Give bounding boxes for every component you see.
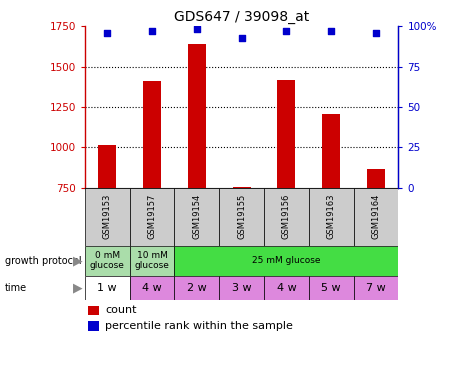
Bar <box>322 114 340 308</box>
Text: 2 w: 2 w <box>187 283 207 293</box>
Text: count: count <box>105 306 137 315</box>
Text: percentile rank within the sample: percentile rank within the sample <box>105 321 293 331</box>
Bar <box>264 276 309 300</box>
Bar <box>188 44 206 308</box>
Bar <box>85 276 130 300</box>
Text: GSM19163: GSM19163 <box>327 194 336 239</box>
Text: 3 w: 3 w <box>232 283 251 293</box>
Text: GSM19154: GSM19154 <box>192 194 201 239</box>
Bar <box>130 246 174 276</box>
Bar <box>85 246 130 276</box>
Bar <box>88 321 99 331</box>
Text: GSM19164: GSM19164 <box>371 194 381 239</box>
Text: 10 mM
glucose: 10 mM glucose <box>135 251 169 270</box>
Point <box>372 30 380 36</box>
Point <box>283 28 290 34</box>
Text: 7 w: 7 w <box>366 283 386 293</box>
Bar <box>143 81 161 308</box>
Text: 4 w: 4 w <box>142 283 162 293</box>
Text: ▶: ▶ <box>73 281 83 294</box>
Bar <box>309 276 354 300</box>
Bar <box>278 80 295 308</box>
Bar <box>174 276 219 300</box>
Text: time: time <box>5 283 27 293</box>
Bar <box>98 145 116 308</box>
Bar <box>130 276 174 300</box>
Point <box>238 34 245 40</box>
Bar <box>219 188 264 246</box>
Text: GSM19156: GSM19156 <box>282 194 291 239</box>
Text: GSM19153: GSM19153 <box>103 194 112 239</box>
Bar <box>85 188 130 246</box>
Point <box>193 27 201 33</box>
Text: ▶: ▶ <box>73 254 83 267</box>
Point <box>327 28 335 34</box>
Text: GSM19155: GSM19155 <box>237 194 246 239</box>
Text: 4 w: 4 w <box>277 283 296 293</box>
Text: 25 mM glucose: 25 mM glucose <box>252 256 321 265</box>
Bar <box>367 170 385 308</box>
Bar <box>354 188 398 246</box>
Bar <box>174 246 398 276</box>
Bar <box>174 188 219 246</box>
Text: growth protocol: growth protocol <box>5 256 81 266</box>
Text: GSM19157: GSM19157 <box>147 194 157 239</box>
Bar <box>309 188 354 246</box>
Text: 0 mM
glucose: 0 mM glucose <box>90 251 125 270</box>
Point <box>104 30 111 36</box>
Bar <box>130 188 174 246</box>
Point <box>148 28 156 34</box>
Bar <box>354 276 398 300</box>
Bar <box>264 188 309 246</box>
Text: 5 w: 5 w <box>322 283 341 293</box>
Bar <box>233 187 251 308</box>
Bar <box>88 306 99 315</box>
Title: GDS647 / 39098_at: GDS647 / 39098_at <box>174 10 309 24</box>
Text: 1 w: 1 w <box>98 283 117 293</box>
Bar <box>219 276 264 300</box>
